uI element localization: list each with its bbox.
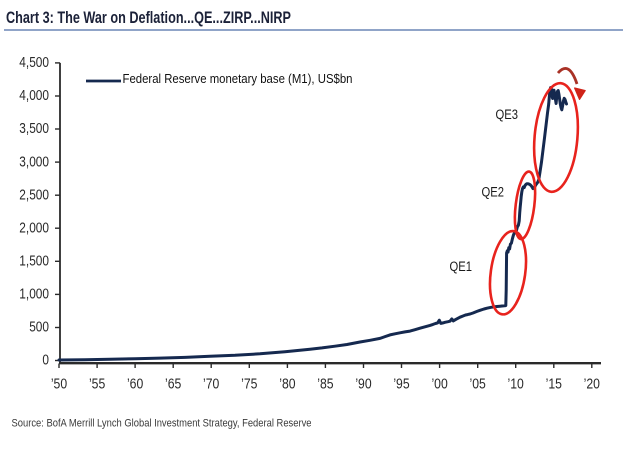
svg-text:1,000: 1,000 <box>19 287 49 303</box>
svg-text:Chart 3: The War on Deflation.: Chart 3: The War on Deflation...QE...ZIR… <box>6 8 291 27</box>
svg-text:’65: ’65 <box>165 376 181 392</box>
svg-text:’70: ’70 <box>203 376 219 392</box>
svg-text:4,500: 4,500 <box>19 55 49 71</box>
svg-text:’60: ’60 <box>127 376 143 392</box>
svg-text:QE1: QE1 <box>450 259 473 274</box>
svg-text:2,500: 2,500 <box>19 187 49 203</box>
svg-text:3,500: 3,500 <box>19 121 49 137</box>
svg-text:3,000: 3,000 <box>19 154 49 170</box>
svg-text:’10: ’10 <box>508 376 524 392</box>
svg-text:’00: ’00 <box>431 376 447 392</box>
svg-text:0: 0 <box>42 353 49 369</box>
svg-text:’55: ’55 <box>89 376 105 392</box>
svg-text:’80: ’80 <box>279 376 295 392</box>
svg-text:1,500: 1,500 <box>19 254 49 270</box>
svg-text:Source: BofA Merrill Lynch Glo: Source: BofA Merrill Lynch Global Invest… <box>12 418 312 430</box>
svg-text:QE2: QE2 <box>482 185 505 200</box>
svg-text:500: 500 <box>29 320 49 336</box>
svg-text:’85: ’85 <box>317 376 333 392</box>
svg-text:’05: ’05 <box>470 376 486 392</box>
svg-text:’95: ’95 <box>393 376 409 392</box>
svg-text:’90: ’90 <box>355 376 371 392</box>
svg-text:2,000: 2,000 <box>19 220 49 236</box>
svg-text:Federal Reserve monetary base: Federal Reserve monetary base (M1), US$b… <box>123 71 353 86</box>
svg-text:4,000: 4,000 <box>19 88 49 104</box>
svg-text:QE3: QE3 <box>496 107 519 122</box>
svg-text:’15: ’15 <box>546 376 562 392</box>
svg-text:’20: ’20 <box>584 376 600 392</box>
svg-text:’50: ’50 <box>51 376 67 392</box>
svg-text:’75: ’75 <box>241 376 257 392</box>
